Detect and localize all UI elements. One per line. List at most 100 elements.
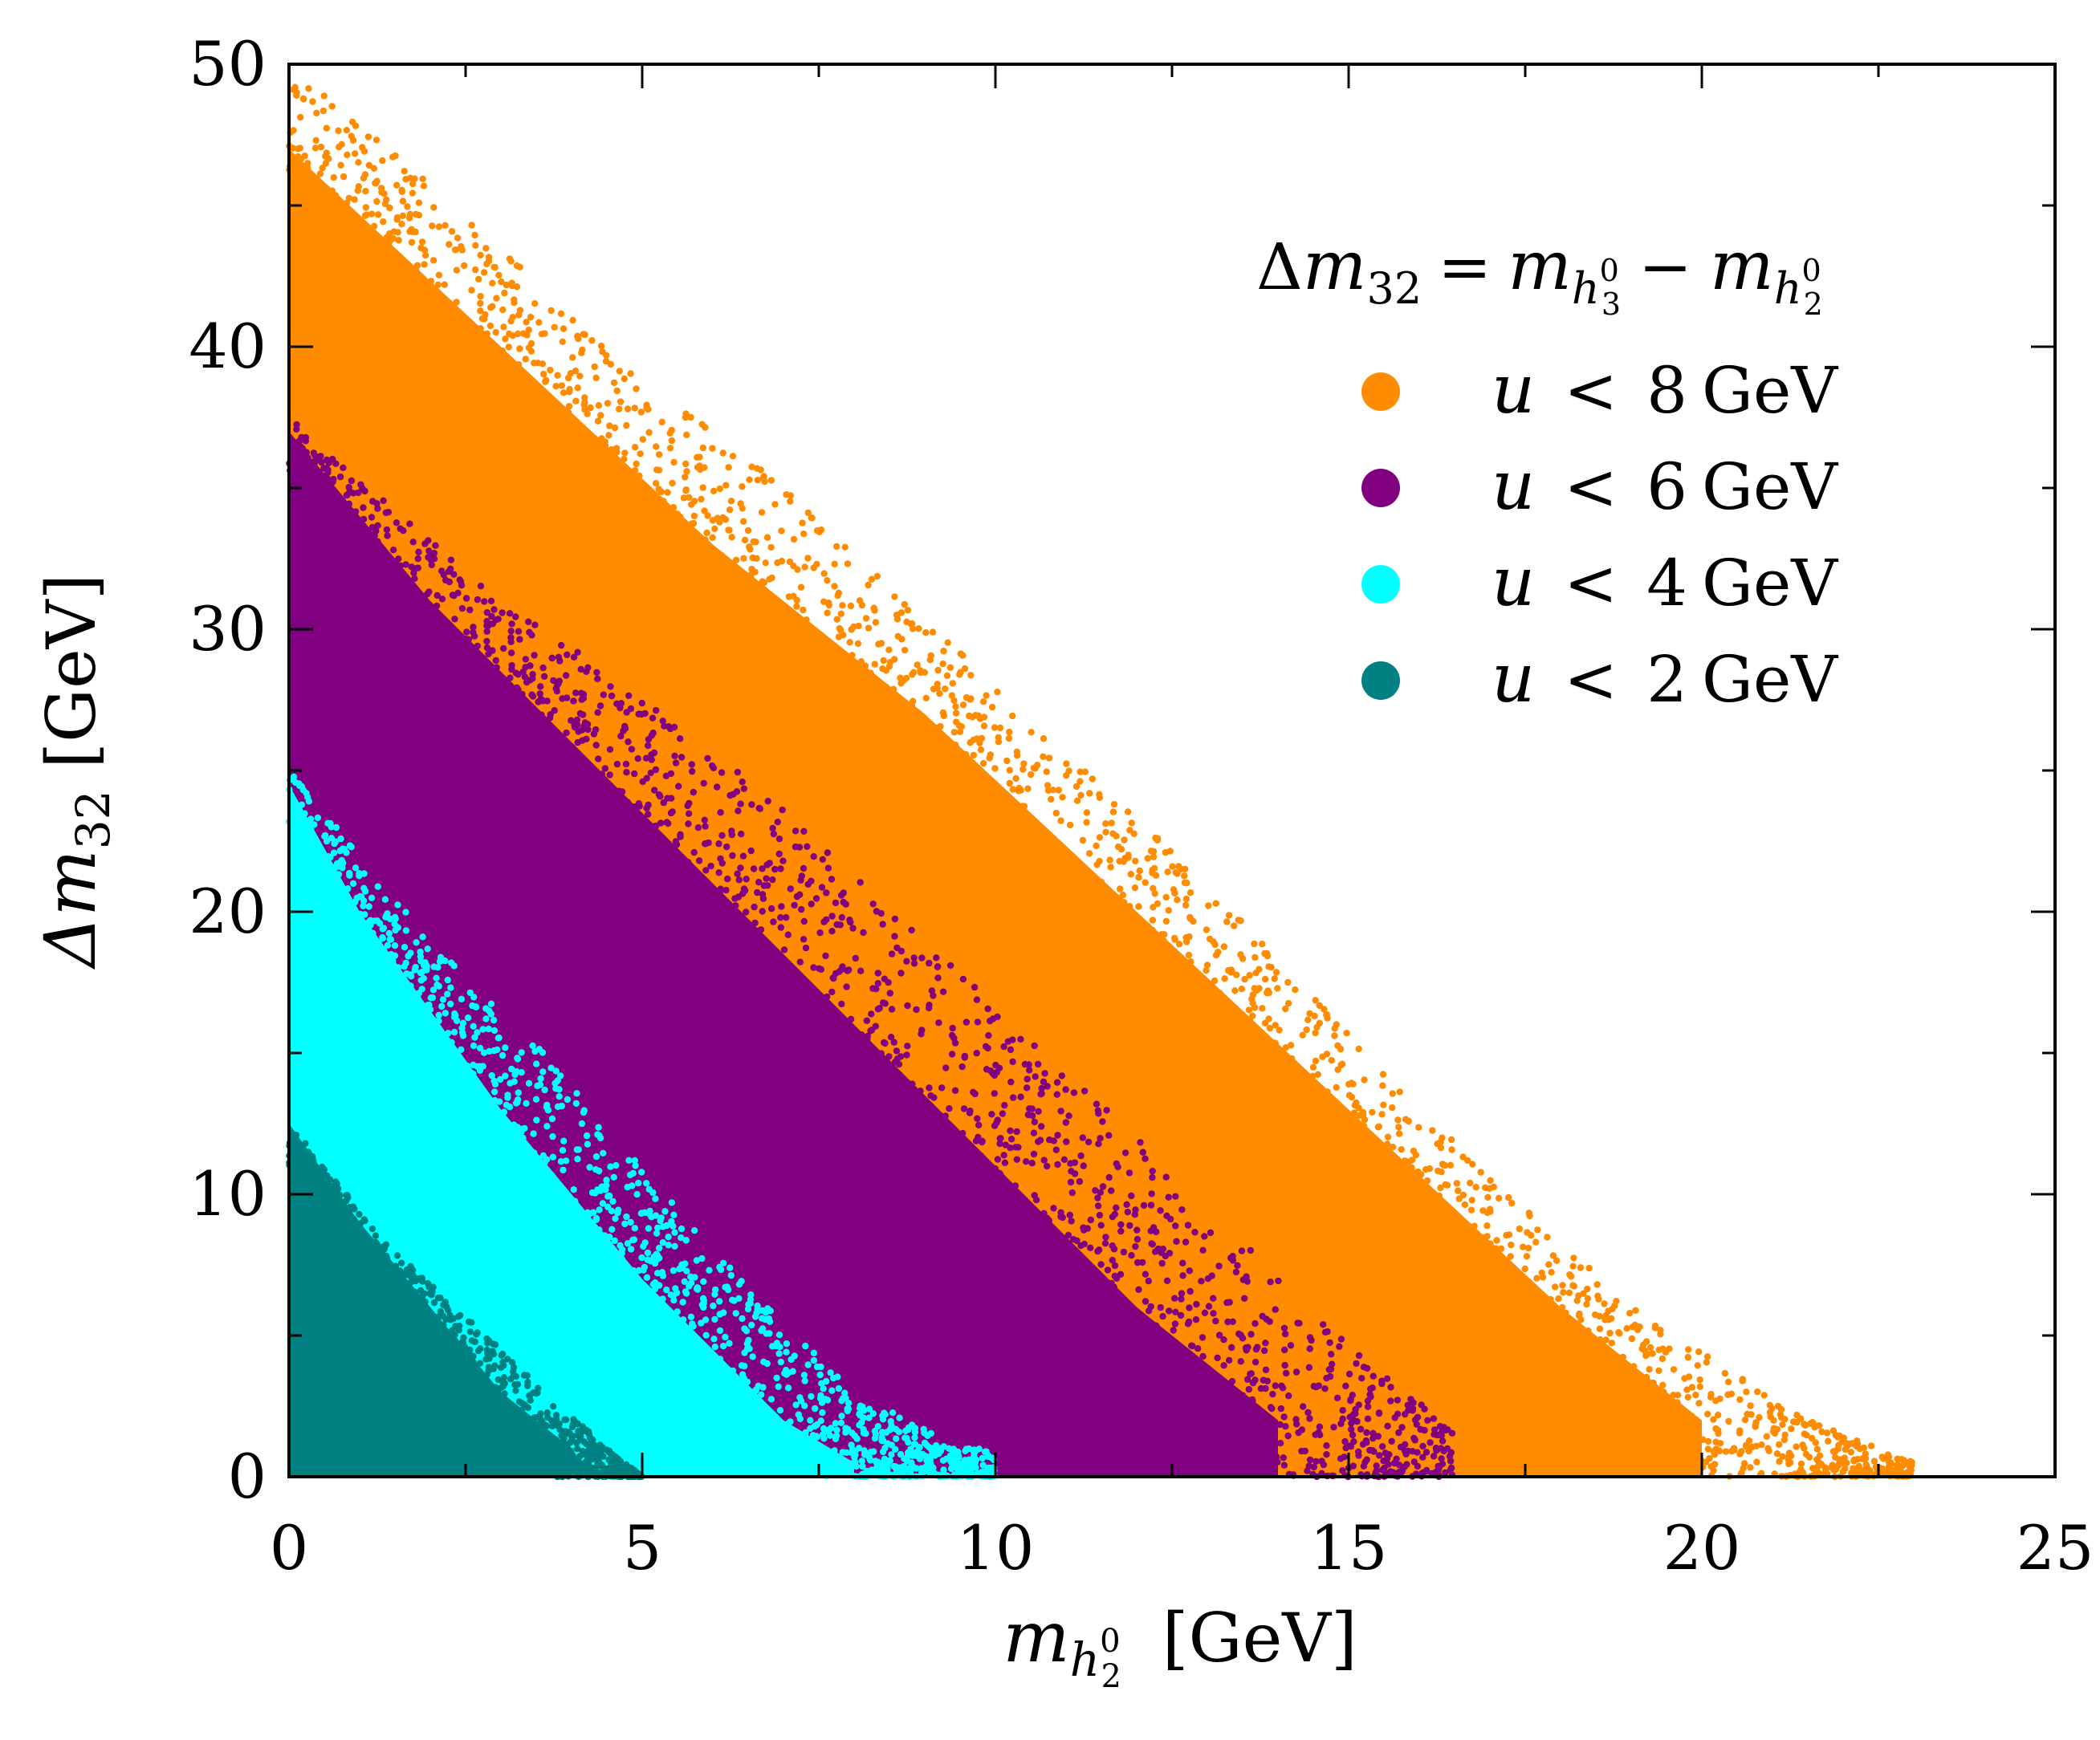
scatter-point (316, 170, 324, 177)
scatter-point (857, 694, 864, 701)
scatter-point (867, 1043, 874, 1051)
scatter-point (723, 843, 731, 851)
scatter-point (419, 175, 426, 183)
scatter-point (1096, 794, 1104, 802)
scatter-point (901, 718, 909, 726)
scatter-point (342, 201, 349, 209)
scatter-point (1019, 814, 1027, 822)
scatter-point (1569, 1324, 1577, 1331)
scatter-point (429, 643, 437, 650)
scatter-point (516, 345, 523, 352)
scatter-point (477, 325, 484, 332)
scatter-point (1050, 1205, 1057, 1212)
scatter-point (608, 1207, 616, 1215)
scatter-point (474, 1029, 481, 1036)
scatter-point (817, 966, 825, 974)
scatter-point (383, 526, 391, 534)
scatter-point (1183, 879, 1190, 887)
scatter-point (576, 451, 583, 458)
scatter-point (755, 620, 763, 627)
scatter-point (627, 1246, 635, 1253)
scatter-point (785, 593, 793, 600)
scatter-point (1063, 760, 1070, 767)
scatter-point (678, 1225, 686, 1233)
scatter-point (507, 649, 515, 657)
scatter-point (639, 436, 646, 443)
scatter-point (1497, 1287, 1505, 1295)
scatter-point (792, 827, 800, 835)
scatter-point (674, 535, 682, 542)
scatter-point (978, 771, 985, 779)
scatter-point (307, 463, 315, 470)
scatter-point (1228, 1377, 1236, 1385)
scatter-point (1034, 762, 1041, 769)
scatter-point (1007, 1079, 1015, 1086)
scatter-point (521, 673, 529, 681)
scatter-point (775, 1331, 783, 1339)
scatter-point (698, 495, 705, 503)
scatter-point (1261, 975, 1269, 983)
scatter-point (1703, 1359, 1711, 1366)
scatter-point (441, 281, 448, 288)
scatter-point (1728, 1390, 1736, 1398)
scatter-point (409, 593, 417, 600)
scatter-point (623, 769, 630, 776)
scatter-point (699, 883, 706, 890)
scatter-point (1724, 1378, 1732, 1386)
scatter-point (1006, 728, 1013, 736)
scatter-point (867, 669, 874, 677)
scatter-point (1060, 1266, 1068, 1273)
scatter-point (1178, 983, 1186, 991)
scatter-point (1117, 1227, 1125, 1235)
scatter-point (1623, 1325, 1630, 1332)
scatter-point (1524, 1244, 1532, 1252)
scatter-point (1220, 943, 1228, 950)
scatter-point (627, 370, 634, 377)
scatter-point (804, 555, 812, 562)
scatter-point (652, 1296, 659, 1303)
scatter-point (461, 262, 468, 270)
scatter-point (621, 449, 629, 457)
scatter-point (843, 1050, 851, 1057)
scatter-point (1345, 1370, 1353, 1378)
scatter-point (1834, 1462, 1842, 1470)
scatter-point (1028, 1160, 1036, 1167)
scatter-point (550, 677, 557, 685)
scatter-point (1313, 1088, 1321, 1096)
scatter-point (1095, 1246, 1103, 1254)
scatter-point (1448, 1146, 1455, 1153)
scatter-point (1064, 1275, 1072, 1283)
scatter-point (1121, 836, 1128, 844)
scatter-point (558, 641, 565, 649)
scatter-point (485, 697, 493, 705)
scatter-point (1028, 729, 1035, 736)
scatter-point (398, 269, 405, 276)
scatter-point (1184, 1222, 1192, 1229)
scatter-point (740, 785, 747, 792)
scatter-point (1544, 1234, 1551, 1241)
scatter-point (1080, 876, 1087, 884)
scatter-point (897, 947, 906, 955)
scatter-point (953, 1165, 961, 1173)
scatter-point (1097, 1135, 1104, 1142)
scatter-point (645, 1225, 653, 1232)
scatter-point (632, 1162, 639, 1169)
scatter-point (1113, 1303, 1121, 1311)
scatter-point (1690, 1452, 1697, 1460)
scatter-point (1552, 1283, 1559, 1291)
scatter-point (351, 196, 358, 203)
scatter-point (1224, 1318, 1231, 1326)
scatter-point (421, 246, 429, 254)
scatter-point (702, 823, 709, 830)
scatter-point (857, 967, 865, 975)
scatter-point (385, 509, 393, 516)
scatter-point (739, 1315, 746, 1323)
scatter-point (749, 1353, 756, 1360)
scatter-point (810, 964, 817, 971)
scatter-point (661, 1208, 669, 1215)
scatter-point (404, 203, 411, 210)
scatter-point (1349, 1111, 1356, 1118)
scatter-point (1113, 1204, 1120, 1212)
scatter-point (1231, 1402, 1239, 1410)
scatter-point (893, 1047, 901, 1055)
